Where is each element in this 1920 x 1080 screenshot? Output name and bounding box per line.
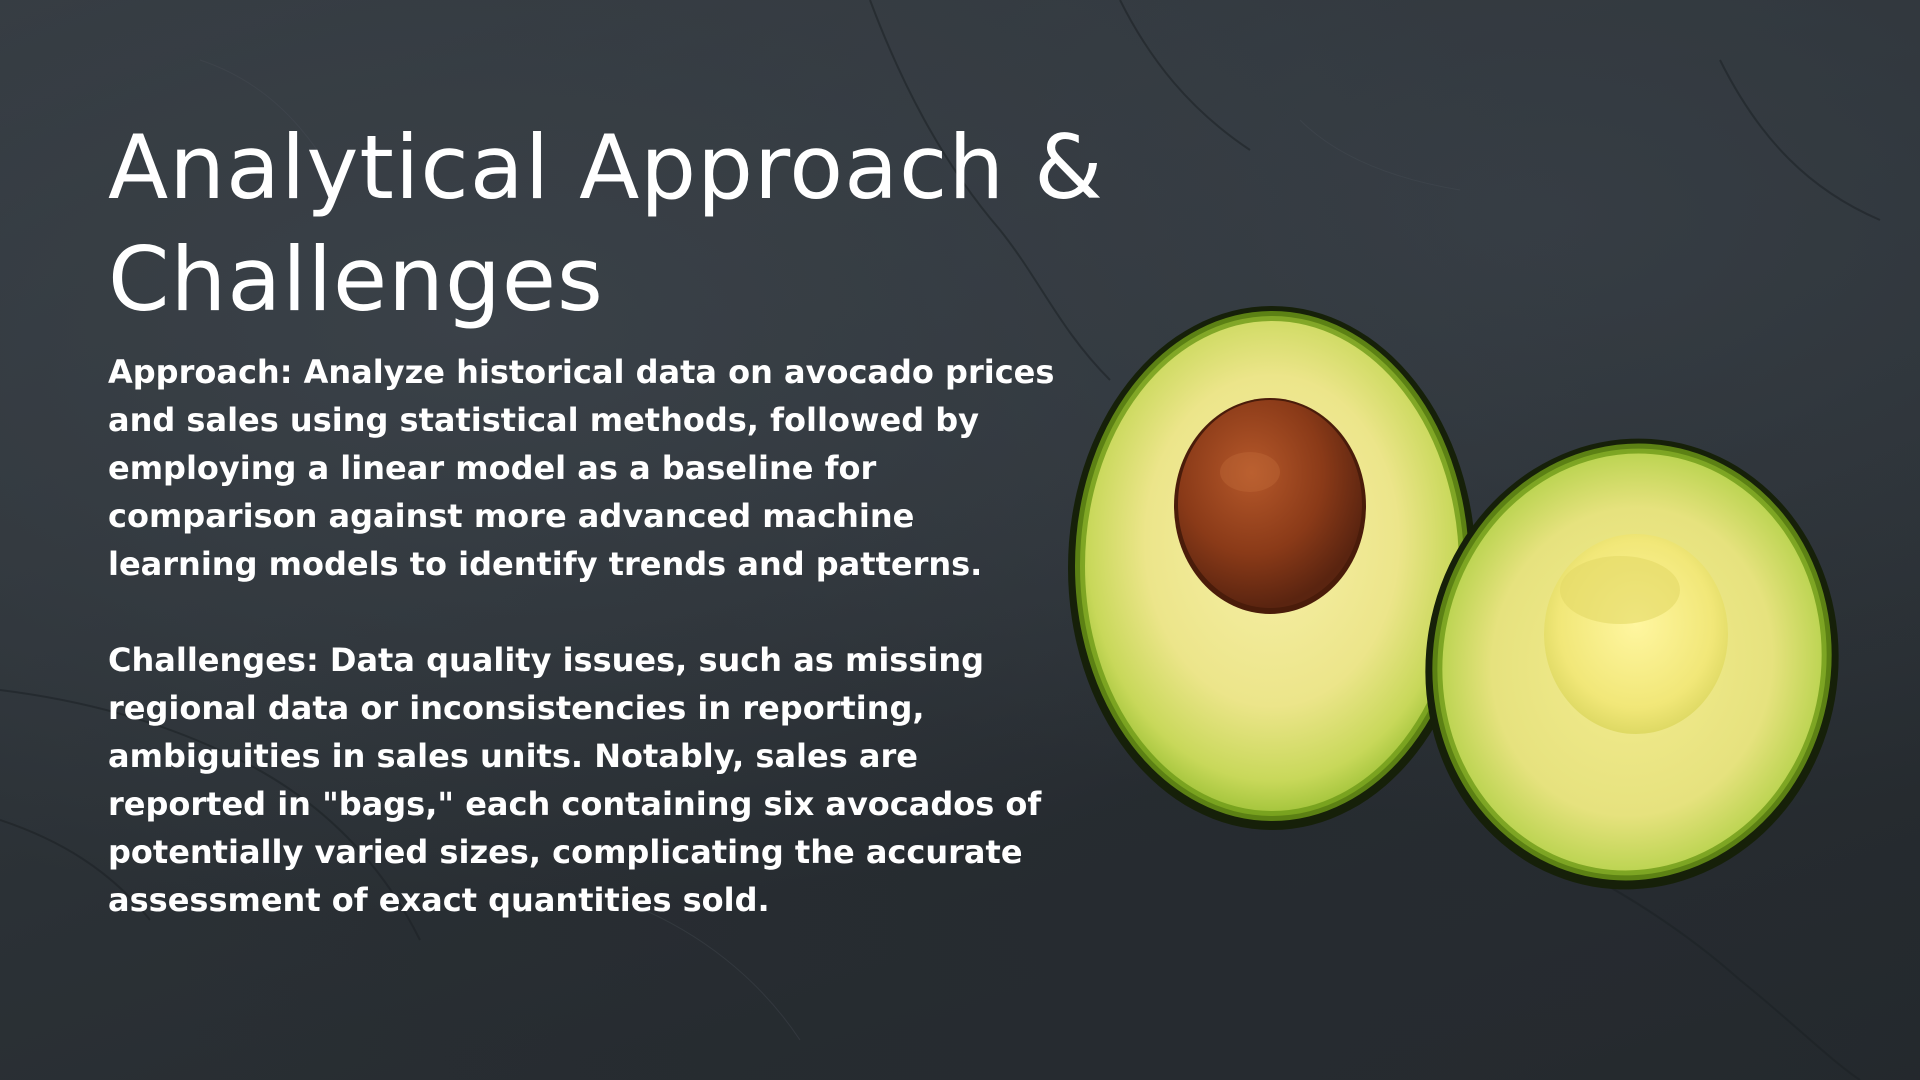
challenges-paragraph: Challenges: Data quality issues, such as… [108,641,1042,919]
avocado-right-half [1425,438,1839,890]
avocado-halves-image [1068,306,1839,890]
avocado-left-half [1068,306,1476,830]
slide-title: Analytical Approach & Challenges [108,116,1104,331]
approach-paragraph: Approach: Analyze historical data on avo… [108,353,1055,583]
